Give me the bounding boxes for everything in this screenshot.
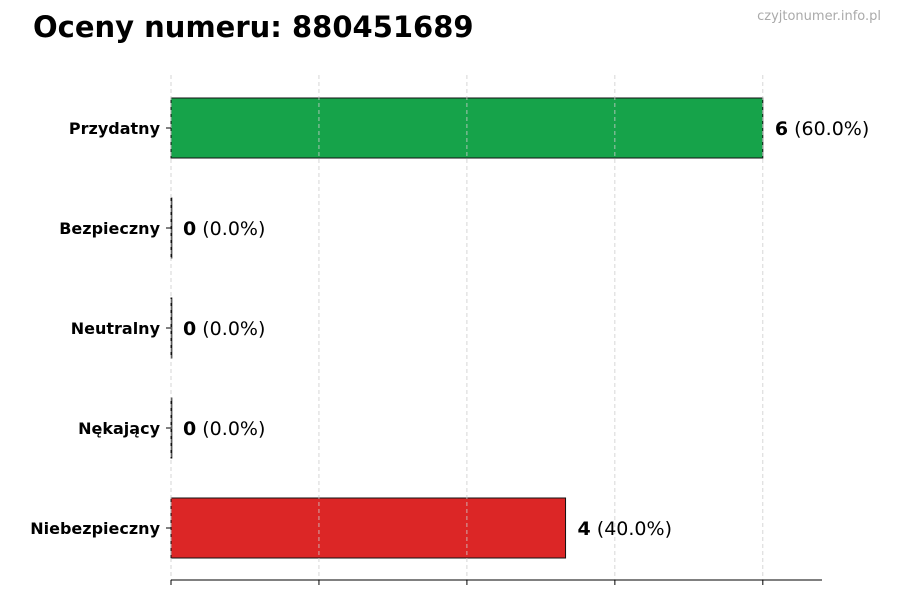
y-tick-label-4: Niebezpieczny <box>30 519 160 538</box>
data-label-3: 0 (0.0%) <box>183 418 265 440</box>
bar-1 <box>170 197 173 259</box>
data-label-value: 0 <box>183 218 196 240</box>
data-label-value: 6 <box>775 118 788 140</box>
data-label-percent: (0.0%) <box>196 418 265 440</box>
data-label-percent: (0.0%) <box>196 218 265 240</box>
data-label-percent: (40.0%) <box>591 518 672 540</box>
y-tick-label-0: Przydatny <box>69 119 161 138</box>
chart-title: Oceny numeru: 880451689 <box>33 10 474 44</box>
data-label-2: 0 (0.0%) <box>183 318 265 340</box>
watermark: czyjtonumer.info.pl <box>757 9 881 24</box>
data-label-value: 0 <box>183 418 196 440</box>
data-label-percent: (0.0%) <box>196 318 265 340</box>
y-tick-label-1: Bezpieczny <box>59 219 160 238</box>
y-tick-label-3: Nękający <box>78 419 160 438</box>
data-label-value: 4 <box>578 518 591 540</box>
bar-4 <box>170 497 567 559</box>
data-label-4: 4 (40.0%) <box>578 518 672 540</box>
data-label-value: 0 <box>183 318 196 340</box>
data-label-0: 6 (60.0%) <box>775 118 869 140</box>
data-label-percent: (60.0%) <box>788 118 869 140</box>
y-tick-label-2: Neutralny <box>71 319 161 338</box>
data-label-1: 0 (0.0%) <box>183 218 265 240</box>
